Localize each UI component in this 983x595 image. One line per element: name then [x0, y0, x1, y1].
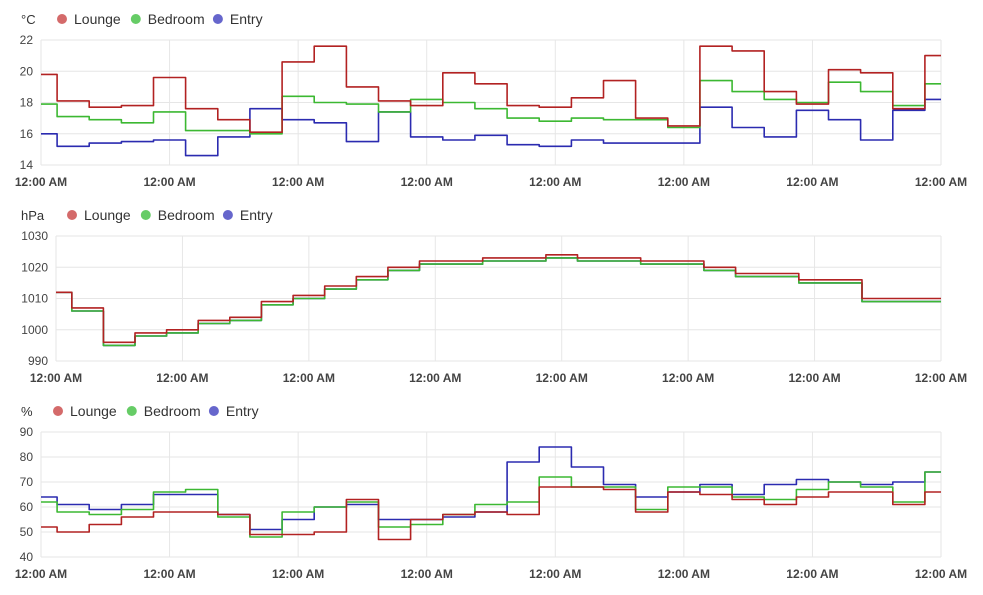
unit-label: °C — [21, 12, 36, 27]
y-tick-label: 22 — [20, 33, 34, 47]
legend-marker-entry — [208, 406, 219, 416]
x-tick-label: 12:00 AM — [143, 567, 195, 581]
x-tick-label: 12:00 AM — [15, 567, 67, 581]
legend-label-lounge: Lounge — [74, 11, 121, 27]
legend-marker-entry — [212, 14, 223, 24]
x-tick-label: 12:00 AM — [658, 175, 710, 189]
legend-label-entry: Entry — [226, 403, 259, 419]
y-tick-label: 18 — [20, 96, 34, 110]
y-tick-label: 80 — [20, 450, 34, 464]
x-tick-label: 12:00 AM — [401, 567, 453, 581]
x-tick-label: 12:00 AM — [786, 567, 838, 581]
y-tick-label: 60 — [20, 500, 34, 514]
x-tick-label: 12:00 AM — [409, 371, 461, 385]
legend-marker-bedroom — [130, 14, 141, 24]
legend-label-lounge: Lounge — [84, 207, 131, 223]
series-line-lounge — [41, 45, 941, 133]
unit-label: % — [21, 404, 33, 419]
y-tick-label: 1030 — [21, 229, 48, 243]
legend-marker-bedroom — [126, 406, 137, 416]
series-line-lounge — [56, 254, 941, 344]
legend-label-lounge: Lounge — [70, 403, 117, 419]
y-tick-label: 16 — [20, 127, 34, 141]
series-line-bedroom — [41, 471, 941, 538]
series-line-entry — [41, 98, 941, 157]
x-tick-label: 12:00 AM — [272, 175, 324, 189]
y-tick-label: 70 — [20, 475, 34, 489]
series-line-bedroom — [41, 79, 941, 135]
x-tick-label: 12:00 AM — [529, 175, 581, 189]
y-tick-label: 50 — [20, 525, 34, 539]
x-tick-label: 12:00 AM — [156, 371, 208, 385]
y-tick-label: 20 — [20, 64, 34, 78]
legend-label-entry: Entry — [230, 11, 263, 27]
legend-marker-lounge — [67, 210, 77, 220]
legend-marker-lounge — [53, 406, 63, 416]
x-tick-label: 12:00 AM — [788, 371, 840, 385]
y-tick-label: 1000 — [21, 323, 48, 337]
legend-label-bedroom: Bedroom — [158, 207, 215, 223]
x-tick-label: 12:00 AM — [536, 371, 588, 385]
series-line-entry — [41, 446, 941, 531]
y-tick-label: 1020 — [21, 260, 48, 274]
legend-label-bedroom: Bedroom — [144, 403, 201, 419]
legend-marker-entry — [222, 210, 233, 220]
x-tick-label: 12:00 AM — [401, 175, 453, 189]
x-tick-label: 12:00 AM — [529, 567, 581, 581]
x-tick-label: 12:00 AM — [143, 175, 195, 189]
x-tick-label: 12:00 AM — [786, 175, 838, 189]
x-tick-label: 12:00 AM — [915, 371, 967, 385]
y-tick-label: 90 — [20, 425, 34, 439]
y-tick-label: 1010 — [21, 292, 48, 306]
x-tick-label: 12:00 AM — [915, 175, 967, 189]
x-tick-label: 12:00 AM — [15, 175, 67, 189]
x-tick-label: 12:00 AM — [30, 371, 82, 385]
x-tick-label: 12:00 AM — [662, 371, 714, 385]
x-tick-label: 12:00 AM — [658, 567, 710, 581]
legend-label-bedroom: Bedroom — [148, 11, 205, 27]
legend-label-entry: Entry — [240, 207, 273, 223]
x-tick-label: 12:00 AM — [915, 567, 967, 581]
x-tick-label: 12:00 AM — [272, 567, 324, 581]
y-tick-label: 40 — [20, 550, 34, 564]
series-line-bedroom — [56, 257, 941, 347]
legend-marker-bedroom — [140, 210, 151, 220]
series-line-lounge — [41, 486, 941, 541]
y-tick-label: 990 — [28, 354, 48, 368]
x-tick-label: 12:00 AM — [283, 371, 335, 385]
legend-marker-lounge — [57, 14, 67, 24]
unit-label: hPa — [21, 208, 45, 223]
y-tick-label: 14 — [20, 158, 34, 172]
